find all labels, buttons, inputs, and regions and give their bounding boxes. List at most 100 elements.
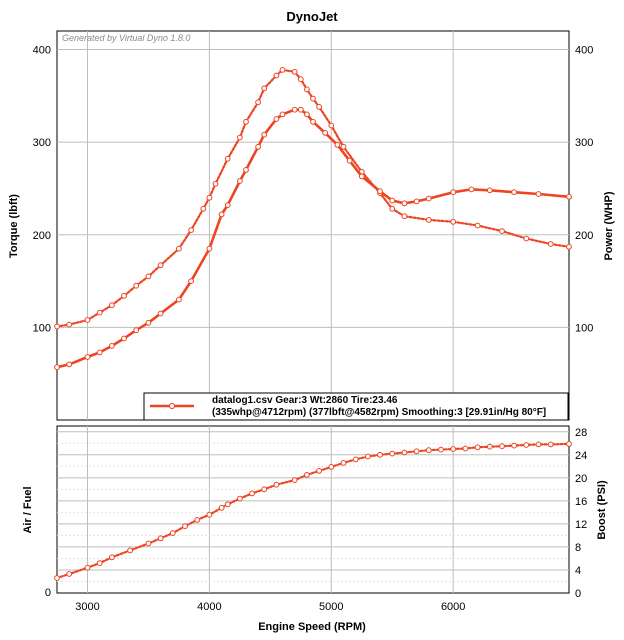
boost-point xyxy=(377,451,383,458)
power-point xyxy=(121,335,127,342)
boost-point xyxy=(316,468,323,474)
torque-point xyxy=(200,205,207,212)
watermark: Generated by Virtual Dyno 1.8.0 xyxy=(62,33,190,43)
power-point xyxy=(273,116,280,122)
power-point xyxy=(304,111,310,118)
torque-point xyxy=(304,86,310,93)
torque-tick-label: 400 xyxy=(33,45,51,57)
boost-point xyxy=(261,486,268,493)
boost-tick-label: 24 xyxy=(575,450,587,462)
power-point xyxy=(291,106,298,113)
torque-point xyxy=(157,262,164,269)
torque-point xyxy=(66,321,73,328)
boost-point xyxy=(450,446,457,452)
torque-point xyxy=(297,76,304,83)
boost-point xyxy=(566,441,572,447)
boost-point xyxy=(145,540,152,547)
top-plot-area xyxy=(56,30,570,421)
boost-point xyxy=(413,448,420,455)
torque-point xyxy=(310,95,316,102)
power-point xyxy=(468,186,475,193)
power-point xyxy=(109,343,115,349)
boost-point xyxy=(249,490,255,497)
boost-point xyxy=(84,564,91,571)
boost-tick-label: 28 xyxy=(575,427,587,439)
boost-point xyxy=(328,464,335,470)
legend-box xyxy=(143,392,569,421)
boost-point xyxy=(273,481,280,488)
boost-axis-label: Boost (PSI) xyxy=(596,480,608,540)
boost-tick-label: 12 xyxy=(575,519,587,531)
torque-point xyxy=(389,205,396,212)
torque-point xyxy=(212,180,219,187)
torque-point xyxy=(547,241,554,247)
boost-point xyxy=(96,560,103,566)
power-point xyxy=(297,106,304,113)
torque-axis-label: Torque (lbft) xyxy=(8,194,20,258)
boost-point xyxy=(425,447,432,454)
chart-title: DynoJet xyxy=(286,9,338,24)
legend-line-1: datalog1.csv Gear:3 Wt:2860 Tire:23.46 xyxy=(212,395,398,406)
boost-point xyxy=(340,460,347,466)
power-point xyxy=(243,167,249,173)
power-point xyxy=(310,118,316,125)
boost-point xyxy=(224,501,231,508)
boost-point xyxy=(486,443,493,450)
rpm-tick-label: 6000 xyxy=(441,601,465,613)
boost-point xyxy=(547,441,554,448)
boost-tick-label: 16 xyxy=(575,496,587,508)
boost-point xyxy=(511,442,517,449)
boost-point xyxy=(438,446,444,453)
boost-tick-label: 0 xyxy=(575,588,581,600)
torque-point xyxy=(291,68,298,75)
power-point xyxy=(218,211,225,218)
torque-point xyxy=(188,227,195,234)
power-point xyxy=(486,187,493,194)
bottom-plot-area xyxy=(56,425,570,594)
torque-point xyxy=(243,118,249,125)
rpm-tick-label: 5000 xyxy=(319,601,343,613)
boost-point xyxy=(157,535,164,542)
legend-line-2: (335whp@4712rpm) (377lbft@4582rpm) Smoot… xyxy=(212,407,546,418)
power-point xyxy=(261,131,268,138)
torque-point xyxy=(109,302,115,309)
power-point xyxy=(66,361,73,368)
power-point xyxy=(145,319,152,326)
power-point xyxy=(346,157,353,164)
boost-tick-label: 20 xyxy=(575,473,587,485)
torque-point xyxy=(121,293,127,299)
power-tick-label: 100 xyxy=(575,322,593,334)
boost-point xyxy=(474,444,481,451)
torque-point xyxy=(474,222,481,229)
boost-point xyxy=(66,571,73,577)
boost-point xyxy=(499,443,505,450)
power-point xyxy=(535,191,542,197)
torque-point xyxy=(261,85,268,92)
power-point xyxy=(176,296,182,303)
boost-point xyxy=(389,450,396,457)
torque-point xyxy=(425,217,432,223)
boost-point xyxy=(291,477,298,484)
boost-tick-label: 4 xyxy=(575,565,581,577)
torque-point xyxy=(340,143,347,150)
boost-point xyxy=(218,504,225,511)
power-point xyxy=(157,310,164,317)
power-point xyxy=(401,200,408,207)
torque-point xyxy=(224,155,231,162)
power-point xyxy=(279,111,286,118)
boost-point xyxy=(401,449,408,456)
power-point xyxy=(358,173,365,180)
torque-point xyxy=(316,104,323,110)
power-point xyxy=(377,188,383,195)
torque-point xyxy=(237,134,243,141)
boost-point xyxy=(127,547,134,554)
power-point xyxy=(96,349,103,356)
power-point xyxy=(425,195,432,202)
torque-tick-label: 300 xyxy=(33,137,51,149)
power-point xyxy=(334,142,341,148)
torque-point xyxy=(255,99,262,106)
torque-point xyxy=(96,309,103,316)
boost-tick-label: 8 xyxy=(575,542,581,554)
boost-point xyxy=(237,495,243,502)
